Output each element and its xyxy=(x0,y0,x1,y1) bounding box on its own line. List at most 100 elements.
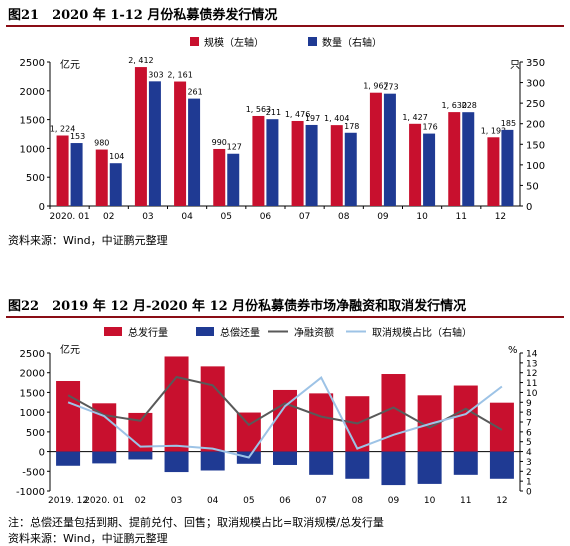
bar-repayment xyxy=(128,451,153,460)
figure-22-note: 注：总偿还量包括到期、提前兑付、回售；取消规模占比=取消规模/总发行量 xyxy=(8,516,384,529)
x-tick-label: 2020. 01 xyxy=(50,212,90,222)
y2-tick-label: 100 xyxy=(526,161,545,172)
x-tick-label: 07 xyxy=(315,496,326,506)
x-tick-label: 06 xyxy=(279,496,291,506)
bar-scale-label: 1, 224 xyxy=(50,124,75,133)
bar-repayment xyxy=(489,451,514,479)
bar-issuance xyxy=(309,393,334,452)
y2-tick-label: 50 xyxy=(526,181,539,192)
bar-scale-label: 1, 630 xyxy=(442,101,467,110)
y-tick-label: 1000 xyxy=(20,144,45,155)
bar-count-label: 153 xyxy=(70,132,85,141)
bar-repayment xyxy=(309,451,334,475)
bar-scale-label: 2, 161 xyxy=(167,71,192,80)
bar-count xyxy=(501,129,514,206)
bar-issuance xyxy=(56,380,81,452)
x-tick-label: 11 xyxy=(456,212,467,222)
bar-count xyxy=(227,153,240,206)
bar-count-label: 178 xyxy=(344,122,359,131)
y2-tick-label: 0 xyxy=(526,488,532,498)
bar-count xyxy=(109,163,122,206)
bar-count xyxy=(305,124,318,206)
x-tick-label: 04 xyxy=(181,212,193,222)
x-tick-label: 08 xyxy=(338,212,350,222)
bar-issuance xyxy=(489,402,514,452)
bar-count-label: 185 xyxy=(501,119,516,128)
bar-scale xyxy=(448,112,461,206)
x-tick-label: 06 xyxy=(260,212,272,222)
bar-scale-label: 1, 476 xyxy=(285,110,310,119)
legend-label: 净融资额 xyxy=(294,326,334,339)
bar-scale-label: 980 xyxy=(94,139,109,148)
legend-swatch xyxy=(190,37,199,46)
x-tick-label: 09 xyxy=(377,212,389,222)
bar-count xyxy=(423,133,436,206)
x-tick-label: 2019. 12 xyxy=(48,496,88,506)
y-tick-label: 2500 xyxy=(20,58,45,69)
bar-scale xyxy=(291,120,304,206)
bar-count xyxy=(70,143,83,206)
y-tick-label: -1000 xyxy=(16,487,45,498)
bar-repayment xyxy=(92,451,117,464)
bar-scale xyxy=(409,123,422,206)
y-tick-label: 2500 xyxy=(20,349,45,360)
bar-count xyxy=(148,81,161,206)
x-tick-label: 10 xyxy=(424,496,436,506)
y2-tick-label: 300 xyxy=(526,79,545,90)
x-tick-label: 03 xyxy=(171,496,182,506)
bar-repayment xyxy=(453,451,478,475)
x-tick-label: 02 xyxy=(103,212,114,222)
bar-count xyxy=(383,93,396,206)
bar-repayment xyxy=(200,451,225,471)
y2-tick-label: 150 xyxy=(526,140,545,151)
x-tick-label: 05 xyxy=(243,496,254,506)
chart-21-svg: 0500100015002000250005010015020025030035… xyxy=(20,36,546,222)
y-tick-label: 500 xyxy=(26,428,45,439)
bar-repayment xyxy=(273,451,297,465)
x-tick-label: 12 xyxy=(496,496,507,506)
x-tick-label: 07 xyxy=(299,212,310,222)
bar-count-label: 261 xyxy=(187,88,202,97)
y2-tick-label: 14 xyxy=(526,350,538,360)
y2-tick-label: 13 xyxy=(526,359,537,369)
figure-22-source: 资料来源：Wind，中证鹏元整理 xyxy=(8,532,168,545)
bar-issuance xyxy=(453,385,478,452)
bar-scale-label: 1, 193 xyxy=(481,126,506,135)
bar-count xyxy=(188,98,201,206)
legend-label: 总偿还量 xyxy=(220,326,260,339)
bar-repayment xyxy=(381,451,406,486)
bar-repayment xyxy=(164,451,189,473)
legend-swatch xyxy=(308,37,317,46)
y2-tick-label: 5 xyxy=(526,438,532,448)
x-tick-label: 11 xyxy=(460,496,471,506)
x-tick-label: 04 xyxy=(207,496,219,506)
bar-repayment xyxy=(417,451,442,484)
bar-repayment xyxy=(56,451,81,466)
figure-21-chart: 0 500 1000 1500 2000 2500 0 50 100 150 200 250 300 35… xyxy=(0,28,570,224)
bar-count xyxy=(266,119,279,206)
bar-count-label: 176 xyxy=(422,123,437,132)
legend-label: 规模（左轴） xyxy=(204,36,264,49)
y2-tick-label: 11 xyxy=(526,379,537,389)
y-tick-label: 2000 xyxy=(20,369,45,380)
y2-tick-label: 250 xyxy=(526,99,545,110)
figure-22-rule xyxy=(6,316,564,318)
x-tick-label: 03 xyxy=(142,212,153,222)
bar-scale-label: 1, 563 xyxy=(246,105,271,114)
y2-tick-label: 350 xyxy=(526,58,545,69)
y2-tick-label: 4 xyxy=(526,448,532,458)
bar-count-label: 303 xyxy=(148,70,163,79)
bar-count-label: 273 xyxy=(383,83,398,92)
figure-21-rule xyxy=(6,25,564,27)
y2-tick-label: 1 xyxy=(526,478,532,488)
figure-22-chart: -1000 -500 0 500 1000 1500 2000 2500 0 1 2 3 4 5 6 7 8 9 1… xyxy=(0,319,570,513)
y-tick-label: 0 xyxy=(39,202,45,213)
bar-repayment xyxy=(345,451,370,479)
bar-count-label: 197 xyxy=(305,114,320,123)
y-tick-label: -500 xyxy=(22,467,45,478)
y-tick-label: 1500 xyxy=(20,116,45,127)
y-tick-label: 1000 xyxy=(20,408,45,419)
legend-label: 数量（右轴） xyxy=(322,36,382,49)
bar-scale xyxy=(369,92,382,206)
bar-scale-label: 1, 404 xyxy=(324,114,349,123)
